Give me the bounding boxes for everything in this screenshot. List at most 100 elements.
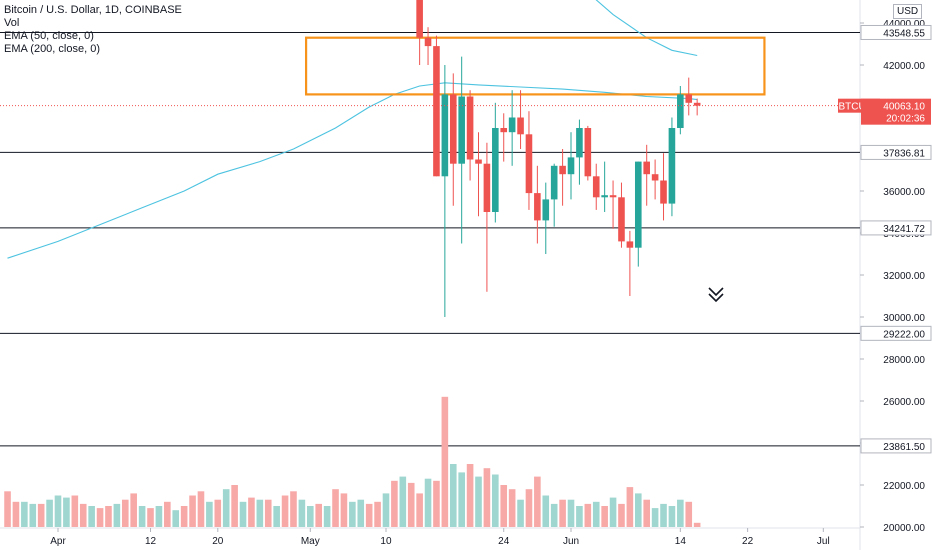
price-tag-value: 40063.10 <box>883 102 925 113</box>
level-label-box <box>860 144 932 160</box>
volume-bar <box>121 499 129 527</box>
volume-bar <box>609 497 617 527</box>
volume-bar <box>349 501 356 527</box>
volume-bar <box>534 476 541 527</box>
level-label: 23861.50 <box>883 442 925 453</box>
volume-bar <box>466 464 474 527</box>
candle-body <box>618 197 625 242</box>
volume-bar <box>239 501 247 527</box>
candles <box>416 0 701 317</box>
candle-body <box>576 128 583 158</box>
volume-bar <box>46 499 53 527</box>
candle-body <box>567 157 575 175</box>
currency-badge[interactable]: USD <box>893 4 923 19</box>
ema200-line <box>7 82 698 259</box>
volume-bar <box>601 506 608 527</box>
current-price-line: BTCUSD <box>0 98 880 113</box>
candle-body <box>693 102 701 106</box>
candle-body <box>492 128 499 212</box>
candle-body <box>517 117 524 135</box>
volume-bar <box>449 464 457 527</box>
time-tick-label: 20 <box>212 536 224 547</box>
volume-bar <box>206 501 213 527</box>
volume-bar <box>508 489 516 527</box>
volume-bar <box>29 503 37 527</box>
candle-body <box>685 94 693 103</box>
candle-body <box>592 176 600 198</box>
volume-bar <box>559 499 566 527</box>
candle-body <box>424 37 432 47</box>
volume-bar <box>407 482 415 527</box>
price-tick-label: 20000.00 <box>883 523 925 534</box>
volume-bar <box>475 476 482 527</box>
candle-body <box>433 46 440 177</box>
volume-bar <box>290 491 297 527</box>
volume-bar <box>433 480 440 527</box>
volume-bar <box>618 503 625 527</box>
volume-bar <box>21 501 28 527</box>
time-tick-label: Jul <box>817 536 830 547</box>
volume-bar <box>71 495 79 527</box>
candle-body <box>634 161 642 248</box>
price-tick-label: 36000.00 <box>883 187 925 198</box>
volume-bar <box>12 501 20 527</box>
price-tick-label: 26000.00 <box>883 397 925 408</box>
candle-body <box>475 159 482 164</box>
candle-body <box>483 163 491 212</box>
candle-body <box>668 128 676 204</box>
volume-bar <box>374 501 381 527</box>
candle-body <box>660 180 667 204</box>
price-tick-label: 22000.00 <box>883 481 925 492</box>
volume-bar <box>340 493 348 527</box>
candle-body <box>542 199 550 221</box>
candle-body <box>534 193 541 221</box>
volume-bar <box>634 493 642 527</box>
price-axis[interactable]: 20000.0022000.0024000.0026000.0028000.00… <box>860 19 932 534</box>
candle-body <box>601 195 608 198</box>
ema200-indicator-label[interactable]: EMA (200, close, 0) <box>4 43 100 55</box>
candle-body <box>416 0 423 38</box>
volume-bar <box>441 396 449 527</box>
time-tick-label: 14 <box>675 536 687 547</box>
ema50-line <box>595 0 698 57</box>
volume-bar <box>281 495 289 527</box>
volume-bar <box>315 503 323 527</box>
candle-body <box>508 117 516 133</box>
volume-bar <box>54 495 62 527</box>
volume-bar <box>542 495 550 527</box>
candle-body <box>550 165 558 200</box>
volume-bar <box>584 503 592 527</box>
horizontal-levels <box>0 31 860 447</box>
candle-body <box>441 94 449 177</box>
volume-bar <box>399 476 407 527</box>
volume-bar <box>651 508 659 527</box>
volume-bar <box>197 491 205 527</box>
volume-bar <box>222 489 230 527</box>
volume-bar <box>576 506 583 527</box>
volume-bar <box>567 499 575 527</box>
volume-bars <box>4 396 701 527</box>
volume-bar <box>130 493 137 527</box>
volume-bar <box>63 497 70 527</box>
volume-bar <box>626 487 634 527</box>
volume-bar <box>643 499 650 527</box>
double-chevron-down-icon[interactable] <box>708 287 724 303</box>
volume-bar <box>105 506 112 527</box>
volume-bar <box>248 497 255 527</box>
ema50-indicator-label[interactable]: EMA (50, close, 0) <box>4 30 94 42</box>
vol-indicator-label[interactable]: Vol <box>4 17 20 29</box>
time-axis[interactable]: Apr 12 20 May 10 24 Jun 14 22 Jul <box>50 528 830 547</box>
volume-bar <box>323 506 331 527</box>
price-tick-label: 28000.00 <box>883 355 925 366</box>
symbol-title[interactable]: Bitcoin / U.S. Dollar, 1D, COINBASE <box>4 4 182 16</box>
zone-rectangle <box>304 36 766 96</box>
resistance-zone[interactable] <box>304 36 766 96</box>
volume-bar <box>693 522 701 527</box>
volume-bar <box>660 503 667 527</box>
volume-bar <box>88 506 95 527</box>
volume-bar <box>189 495 196 527</box>
volume-bar <box>500 485 508 527</box>
volume-bar <box>332 489 339 527</box>
price-tag-box <box>861 98 931 125</box>
